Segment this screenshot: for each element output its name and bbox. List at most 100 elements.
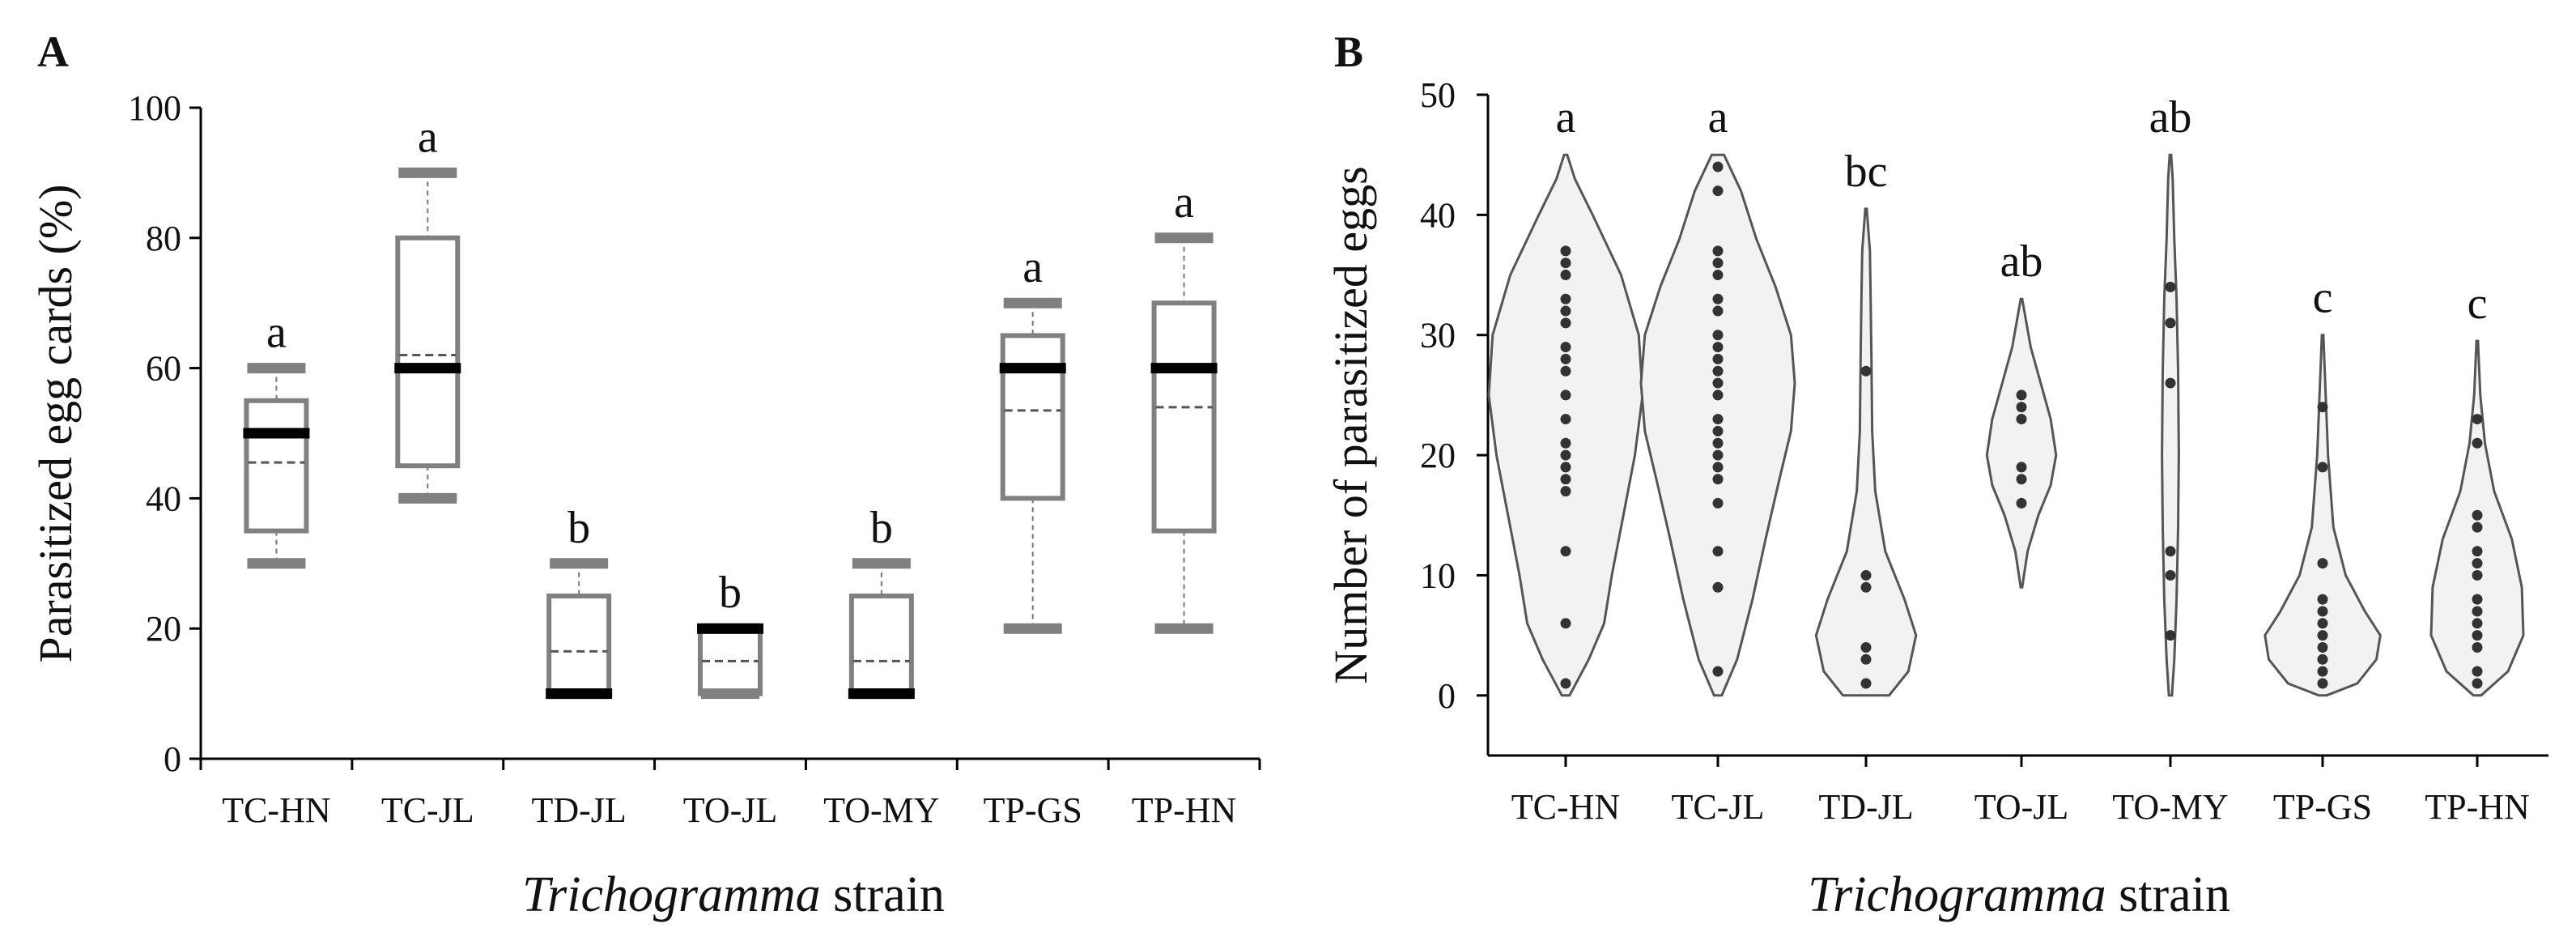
data-point: [1560, 258, 1571, 269]
panel-a-x-axis-label: Trichogramma strain: [522, 867, 945, 922]
data-point: [2016, 389, 2027, 401]
significance-letter: c: [2313, 273, 2333, 323]
data-point: [1712, 330, 1724, 341]
panel-b-y-tick-label: 0: [1438, 676, 1456, 716]
panel-b-y-tick-label: 10: [1420, 556, 1456, 595]
significance-letter: a: [1022, 242, 1043, 292]
data-point: [2016, 497, 2027, 509]
data-point: [1712, 389, 1724, 401]
data-point: [2016, 462, 2027, 473]
significance-letter: a: [1556, 92, 1576, 143]
data-point: [1712, 437, 1724, 449]
significance-letter: b: [567, 503, 590, 553]
data-point: [2317, 606, 2328, 617]
panel-a-box-to-my: b: [848, 503, 915, 700]
data-point: [1712, 666, 1724, 677]
panel-a-box-tc-hn: a: [243, 308, 310, 569]
significance-letter: ab: [2149, 92, 2192, 143]
panel-a-label: A: [37, 28, 69, 76]
data-point: [1712, 581, 1724, 593]
panel-a-y-tick-label: 0: [164, 739, 181, 779]
panel-b-x-axis-label: Trichogramma strain: [1808, 867, 2230, 922]
panel-b-x-tick-label: TP-HN: [2425, 787, 2530, 827]
data-point: [1712, 270, 1724, 281]
data-point: [1860, 581, 1872, 593]
panel-b-violin-to-jl: ab: [1985, 236, 2058, 589]
panel-b-violin-to-my: ab: [2149, 92, 2192, 697]
data-point: [1712, 185, 1724, 197]
data-point: [2472, 618, 2483, 629]
data-point: [2317, 653, 2328, 665]
panel-b-y-tick-label: 50: [1420, 75, 1456, 115]
data-point: [1560, 389, 1571, 401]
data-point: [1560, 342, 1571, 353]
panel-b-violin-td-jl: bc: [1814, 147, 1918, 697]
iqr-box: [244, 398, 309, 534]
data-point: [2472, 678, 2483, 689]
data-point: [1860, 365, 1872, 377]
panel-a-y-tick-label: 80: [146, 219, 181, 258]
iqr-box: [1000, 333, 1065, 501]
data-point: [1560, 678, 1571, 689]
data-point: [1860, 569, 1872, 581]
iqr-box: [546, 594, 612, 696]
significance-letter: b: [870, 503, 893, 553]
data-point: [1560, 618, 1571, 629]
panel-a-box-tp-hn: a: [1150, 177, 1218, 634]
violin-shape: [2161, 153, 2180, 697]
data-point: [1860, 641, 1872, 653]
data-point: [2317, 402, 2328, 413]
panel-b-x-tick-label: TO-MY: [2112, 787, 2228, 827]
panel-b-violin-tc-hn: a: [1487, 92, 1644, 697]
data-point: [1712, 305, 1724, 317]
data-point: [2472, 521, 2483, 533]
panel-b-violin-tc-jl: a: [1639, 92, 1796, 697]
data-point: [1712, 497, 1724, 509]
panel-a-y-axis-label: Parasitized egg cards (%): [29, 184, 82, 662]
panel-b-violin-tp-gs: c: [2264, 273, 2382, 697]
data-point: [2165, 569, 2176, 581]
panel-a-box-to-jl: b: [697, 568, 763, 700]
data-point: [2317, 558, 2328, 569]
violin-shape: [1639, 153, 1796, 697]
iqr-box: [395, 235, 461, 469]
panel-a-x-tick-label: TC-HN: [222, 790, 330, 830]
data-point: [1712, 245, 1724, 257]
panel-a-x-tick-label: TP-GS: [984, 790, 1082, 830]
data-point: [2472, 594, 2483, 605]
data-point: [1560, 270, 1571, 281]
violin-shape: [2264, 334, 2382, 697]
data-point: [1712, 449, 1724, 461]
data-point: [1560, 474, 1571, 485]
panel-a-x-tick-label: TD-JL: [531, 790, 626, 830]
panel-b-plot-area: 0 10 20 30 40 50 TC-HN TC-JL TD-JL TO-JL TO-MY TP-G…: [1420, 75, 2548, 827]
data-point: [1712, 258, 1724, 269]
violin-shape: [1487, 153, 1644, 697]
data-point: [2165, 281, 2176, 292]
panel-b-violinplot: B Number of parasitized eggs Trichogramm…: [1324, 28, 2548, 922]
data-point: [2165, 546, 2176, 557]
data-point: [2472, 414, 2483, 425]
significance-letter: c: [2468, 279, 2488, 329]
panel-a-box-tp-gs: a: [999, 242, 1066, 634]
panel-a-x-tick-label: TP-HN: [1132, 790, 1237, 830]
significance-letter: a: [1174, 177, 1194, 228]
violin-shape: [1985, 297, 2058, 589]
panel-a-y-tick-label: 40: [146, 479, 181, 518]
data-point: [2317, 678, 2328, 689]
significance-letter: a: [418, 112, 438, 162]
data-point: [1560, 414, 1571, 425]
iqr-box: [848, 594, 914, 696]
data-point: [2317, 594, 2328, 605]
data-point: [1560, 293, 1571, 304]
data-point: [2472, 641, 2483, 653]
data-point: [1560, 317, 1571, 329]
data-point: [2016, 402, 2027, 413]
violin-shape: [1814, 207, 1918, 697]
data-point: [1560, 449, 1571, 461]
panel-a-y-tick-label: 100: [128, 88, 181, 128]
panel-a-x-tick-label: TC-JL: [381, 790, 474, 830]
data-point: [2317, 641, 2328, 653]
panel-a-y-tick-label: 60: [146, 349, 181, 389]
